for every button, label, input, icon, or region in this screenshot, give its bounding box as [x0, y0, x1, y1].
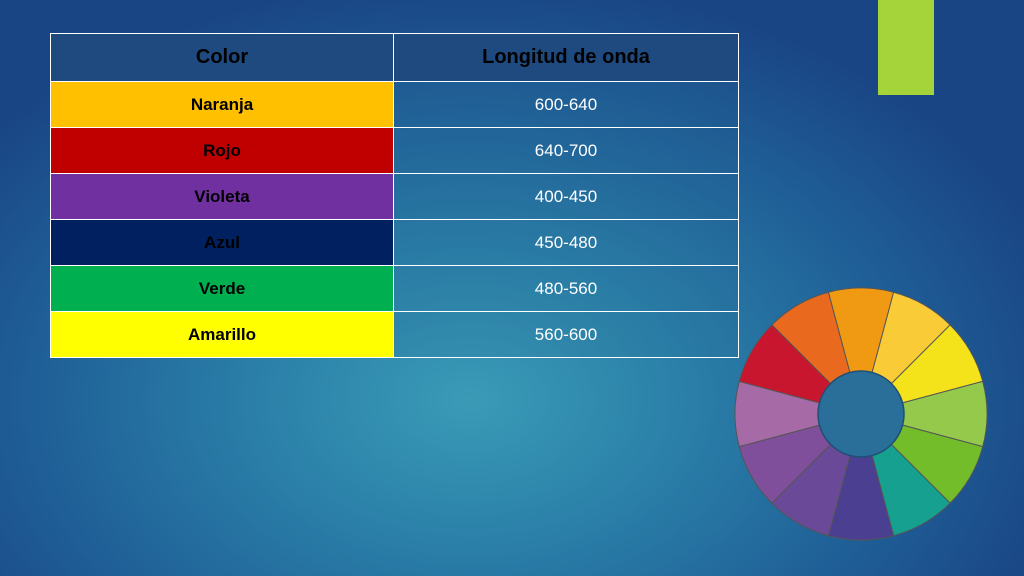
wavelength-cell: 480-560	[393, 265, 739, 312]
table-row: Azul 450-480	[50, 219, 739, 266]
color-name-cell: Naranja	[50, 81, 394, 128]
table-row: Amarillo 560-600	[50, 311, 739, 358]
wavelength-cell: 560-600	[393, 311, 739, 358]
header-color: Color	[50, 33, 394, 82]
wavelength-cell: 600-640	[393, 81, 739, 128]
wavelength-table: Color Longitud de onda Naranja 600-640 R…	[50, 33, 739, 358]
color-name-cell: Rojo	[50, 127, 394, 174]
wavelength-cell: 640-700	[393, 127, 739, 174]
table-row: Naranja 600-640	[50, 81, 739, 128]
header-wavelength: Longitud de onda	[393, 33, 739, 82]
table-row: Violeta 400-450	[50, 173, 739, 220]
color-name-cell: Azul	[50, 219, 394, 266]
color-wheel-graphic	[734, 287, 988, 541]
accent-bar	[878, 0, 934, 95]
color-name-cell: Verde	[50, 265, 394, 312]
table-header-row: Color Longitud de onda	[50, 33, 739, 82]
wavelength-cell: 400-450	[393, 173, 739, 220]
color-name-cell: Violeta	[50, 173, 394, 220]
color-name-cell: Amarillo	[50, 311, 394, 358]
wavelength-cell: 450-480	[393, 219, 739, 266]
color-wheel-center	[817, 370, 905, 458]
table-row: Rojo 640-700	[50, 127, 739, 174]
table-row: Verde 480-560	[50, 265, 739, 312]
